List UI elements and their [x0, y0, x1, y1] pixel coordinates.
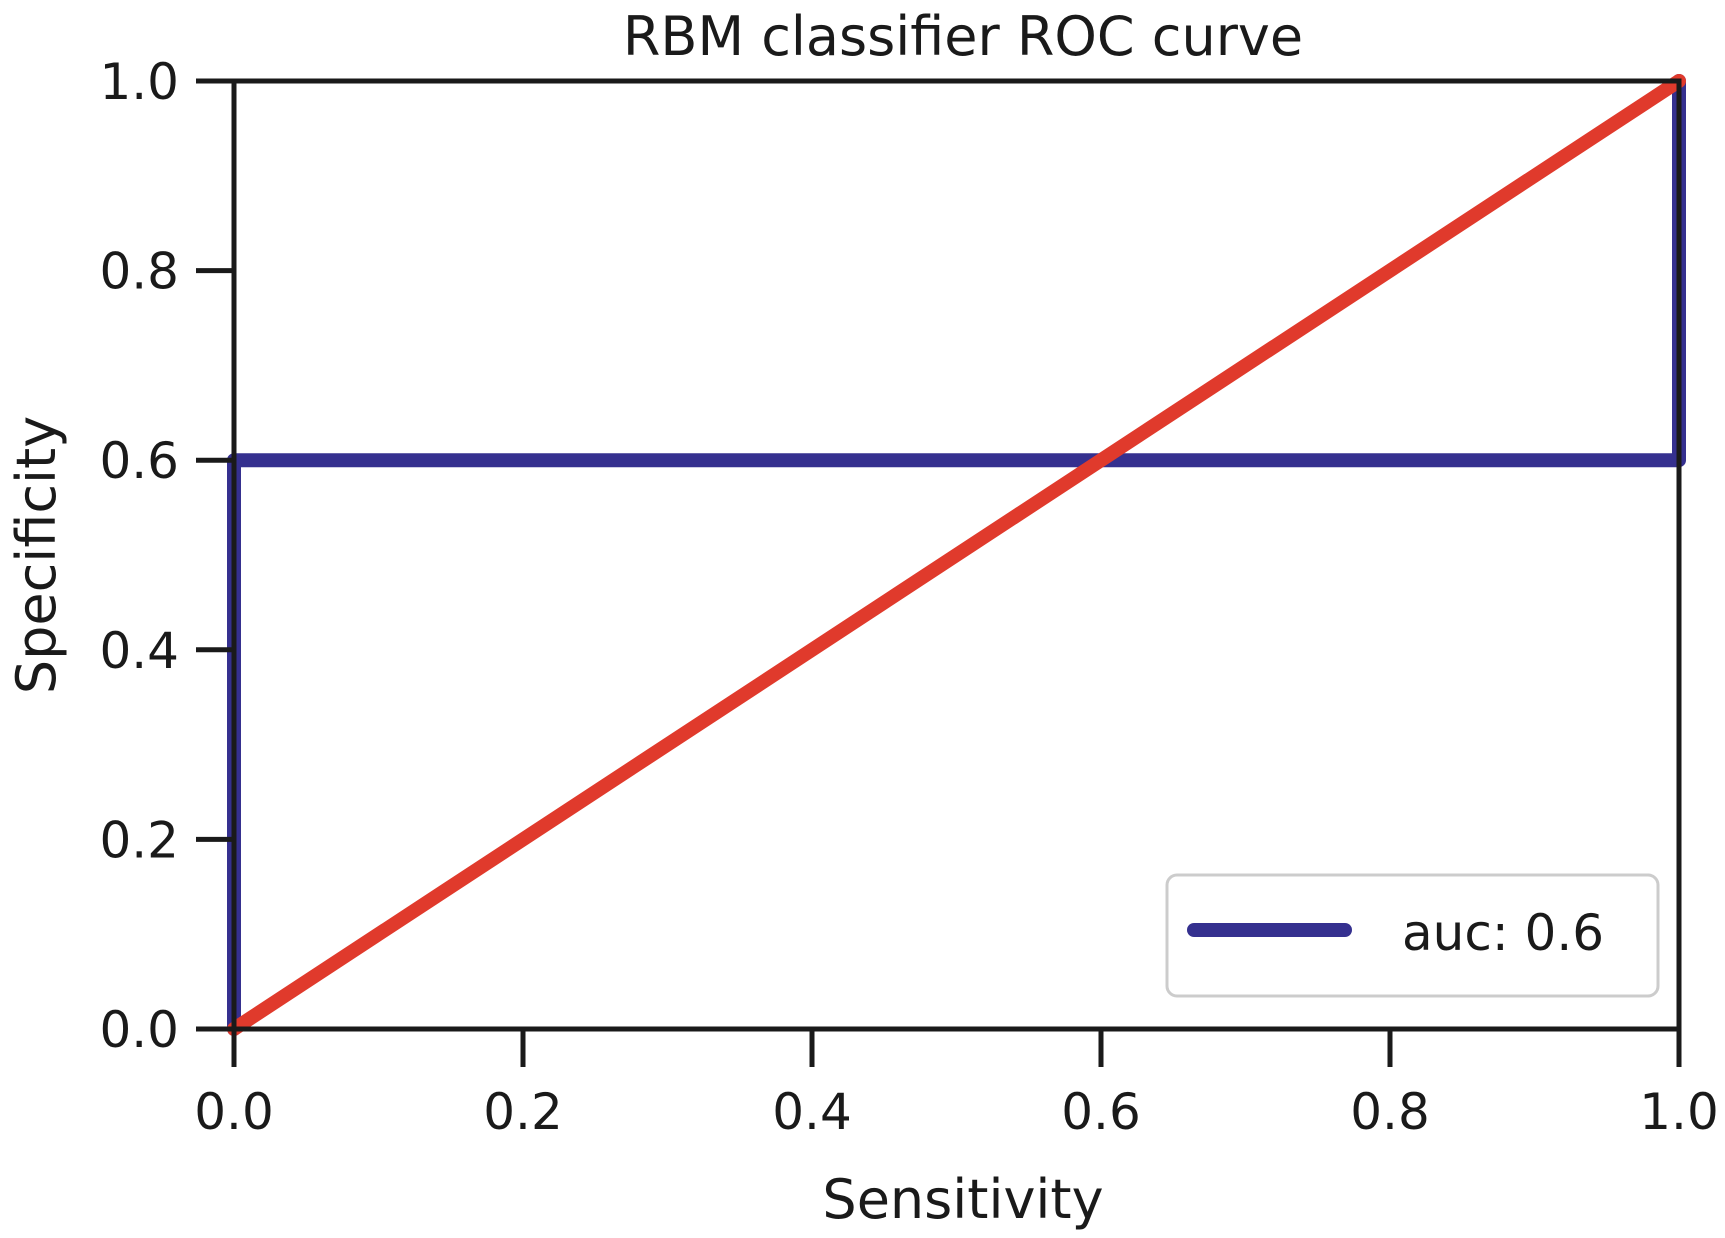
y-axis-label: Specificity — [5, 416, 68, 694]
chart-title: RBM classifier ROC curve — [623, 5, 1303, 68]
x-tick-label: 0.6 — [1061, 1083, 1141, 1141]
x-tick-label: 0.8 — [1350, 1083, 1430, 1141]
x-tick-label: 0.0 — [194, 1083, 274, 1141]
legend-box — [1165, 873, 1660, 998]
y-axis-ticks: 0.0 0.2 0.4 0.6 0.8 1.0 — [99, 53, 234, 1059]
x-tick-label: 1.0 — [1639, 1083, 1719, 1141]
series-line-1 — [227, 74, 1686, 1036]
x-tick-label: 0.4 — [772, 1083, 852, 1141]
y-tick-label: 0.6 — [99, 432, 179, 490]
y-tick-label: 1.0 — [99, 53, 179, 111]
y-tick-label: 0.0 — [99, 1001, 179, 1059]
y-tick-label: 0.2 — [99, 811, 179, 869]
legend-label: auc: 0.6 — [1402, 904, 1604, 962]
x-axis-label: Sensitivity — [822, 1168, 1103, 1231]
plot-frame — [231, 78, 1682, 1032]
x-tick-label: 0.2 — [483, 1083, 563, 1141]
legend: auc: 0.6 — [1165, 873, 1660, 998]
x-axis-ticks: 0.0 0.2 0.4 0.6 0.8 1.0 — [194, 1029, 1719, 1141]
y-tick-label: 0.4 — [99, 622, 179, 680]
y-tick-label: 0.8 — [99, 243, 179, 301]
